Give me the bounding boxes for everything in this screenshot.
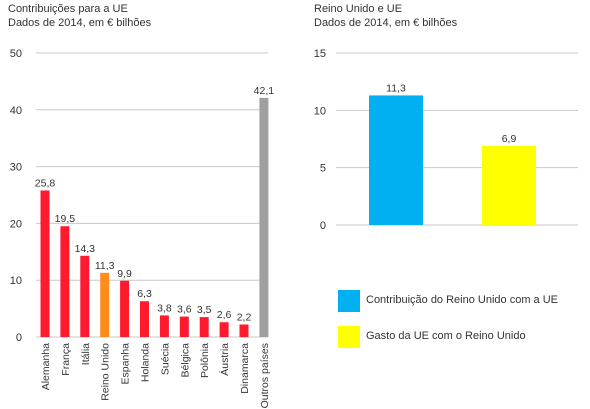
data-label-reino-unido: 11,3: [95, 260, 115, 272]
bar-suecia: [159, 315, 169, 337]
bar-austria: [219, 322, 229, 337]
left-y-tick-label: 40: [10, 105, 22, 117]
bar-reino-unido: [100, 272, 110, 337]
left-y-tick-label: 20: [10, 218, 22, 230]
category-label-espanha: Espanha: [120, 343, 132, 385]
left-y-tick-label: 50: [10, 48, 22, 60]
right-chart-title-line2: Dados de 2014, em € bilhões: [314, 17, 458, 29]
left-y-tick-label: 0: [16, 332, 22, 344]
bar-alemanha: [40, 190, 50, 337]
right-y-tick-label: 5: [320, 163, 326, 175]
right-y-tick-label: 10: [314, 105, 326, 117]
data-label-alemanha: 25,8: [35, 177, 56, 189]
right-y-tick-label: 0: [320, 220, 326, 232]
data-label-italia: 14,3: [75, 243, 96, 255]
bar-belgica: [179, 316, 189, 337]
left-chart-title: Contribuições para a UE Dados de 2014, e…: [8, 2, 151, 30]
data-label-outros-paises: 42,1: [254, 85, 275, 97]
data-label-belgica: 3,6: [177, 304, 192, 316]
legend-swatch-uk-contribution: [338, 290, 360, 312]
left-chart-title-line1: Contribuições para a UE: [8, 3, 128, 15]
category-label-suecia: Suécia: [159, 343, 171, 375]
bar-dinamarca: [239, 324, 249, 337]
data-label-contribuicao-do-reino-unido-com-a-ue: 11,3: [386, 82, 406, 94]
bar-espanha: [120, 280, 130, 337]
data-label-austria: 2,6: [217, 309, 232, 321]
bar-holanda: [140, 301, 149, 337]
data-label-polonia: 3,5: [197, 304, 212, 316]
legend-label-uk-contribution: Contribuição do Reino Unido com a UE: [366, 294, 558, 306]
category-label-polonia: Polônia: [199, 343, 211, 378]
category-label-franca: França: [60, 343, 72, 376]
data-label-espanha: 9,9: [117, 268, 132, 280]
left-y-tick-label: 10: [10, 275, 22, 287]
data-label-franca: 19,5: [55, 213, 76, 225]
category-label-reino-unido: Reino Unido: [100, 343, 112, 401]
data-label-suecia: 3,8: [157, 302, 172, 314]
bar-italia: [80, 255, 90, 337]
data-label-gasto-da-ue-com-o-reino-unido: 6,9: [502, 133, 517, 145]
right-chart-title: Reino Unido e UE Dados de 2014, em € bil…: [314, 2, 457, 30]
legend-label-eu-spending: Gasto da UE com o Reino Unido: [366, 330, 526, 342]
data-label-dinamarca: 2,2: [237, 312, 252, 324]
category-label-austria: Áustria: [218, 343, 231, 376]
left-chart-title-line2: Dados de 2014, em € bilhões: [8, 17, 152, 29]
bar-outros-paises: [259, 97, 269, 337]
bar-franca: [60, 226, 70, 337]
data-label-holanda: 6,3: [137, 288, 152, 300]
bar-polonia: [199, 317, 209, 337]
bar-gasto-da-ue-com-o-reino-unido: [482, 145, 536, 225]
left-y-tick-label: 30: [10, 162, 22, 174]
category-label-italia: Itália: [80, 343, 92, 365]
category-label-dinamarca: Dinamarca: [239, 343, 251, 394]
category-label-outros-paises: Outros países: [259, 343, 271, 408]
category-label-holanda: Holanda: [140, 343, 152, 382]
legend-swatch-eu-spending: [338, 326, 360, 348]
right-y-tick-label: 15: [314, 48, 326, 60]
category-label-belgica: Bélgica: [179, 343, 191, 378]
bar-contribuicao-do-reino-unido-com-a-ue: [369, 95, 423, 225]
right-chart-title-line1: Reino Unido e UE: [314, 3, 403, 15]
category-label-alemanha: Alemanha: [40, 343, 52, 390]
